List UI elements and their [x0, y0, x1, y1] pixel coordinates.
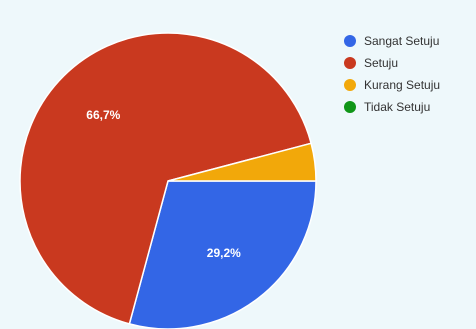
pie-slices — [19, 32, 317, 329]
pie-data-label-sangat-setuju: 29,2% — [207, 246, 241, 260]
legend-item-kurang-setuju[interactable]: Kurang Setuju — [344, 74, 474, 96]
pie-data-label-setuju: 66,7% — [86, 108, 120, 122]
pie-data-labels: 29,2% 66,7% — [86, 108, 241, 260]
legend-label-sangat-setuju: Sangat Setuju — [364, 34, 440, 48]
pie-slice-setuju[interactable] — [19, 32, 313, 325]
legend-swatch-setuju — [344, 57, 356, 69]
legend-swatch-tidak-setuju — [344, 101, 356, 113]
legend-item-tidak-setuju[interactable]: Tidak Setuju — [344, 96, 474, 118]
legend-item-sangat-setuju[interactable]: Sangat Setuju — [344, 30, 474, 52]
chart-legend: Sangat Setuju Setuju Kurang Setuju Tidak… — [344, 30, 474, 118]
legend-label-kurang-setuju: Kurang Setuju — [364, 78, 441, 92]
legend-swatch-kurang-setuju — [344, 79, 356, 91]
pie-slice-kurang-setuju[interactable] — [167, 142, 317, 182]
legend-label-setuju: Setuju — [364, 56, 399, 70]
legend-label-tidak-setuju: Tidak Setuju — [364, 100, 431, 114]
legend-swatch-sangat-setuju — [344, 35, 356, 47]
legend-item-setuju[interactable]: Setuju — [344, 52, 474, 74]
